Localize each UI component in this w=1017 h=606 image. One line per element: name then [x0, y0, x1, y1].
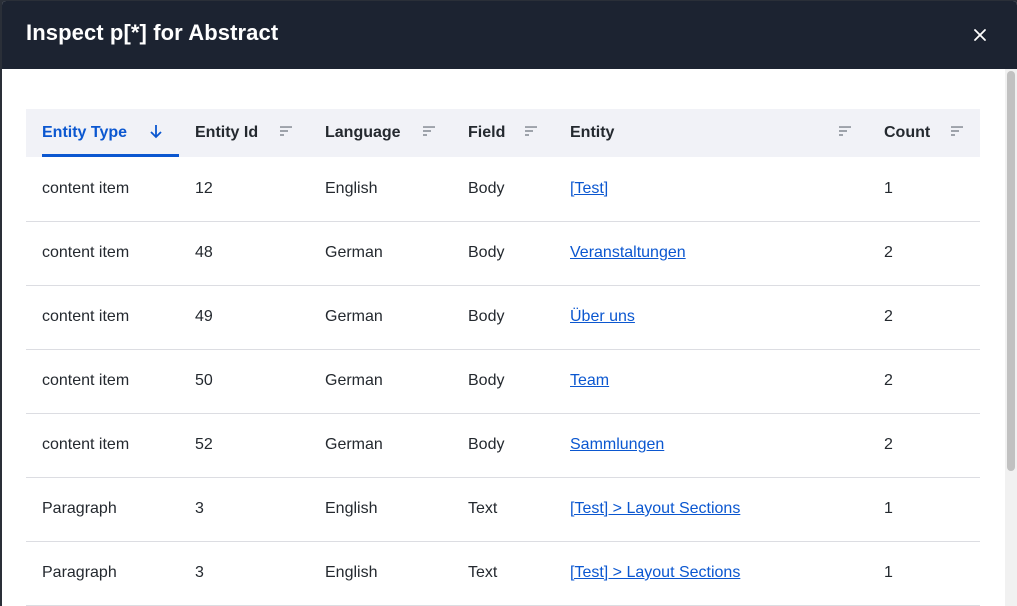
- entity-link[interactable]: Sammlungen: [570, 436, 665, 453]
- cell-language: German: [325, 308, 383, 325]
- entity-link[interactable]: Team: [570, 372, 610, 389]
- cell-language: English: [325, 179, 378, 197]
- column-header-entity[interactable]: Entity: [554, 109, 868, 157]
- sort-icon: [950, 124, 964, 142]
- vertical-scrollbar[interactable]: [1005, 69, 1017, 606]
- close-icon: [974, 29, 986, 41]
- cell-count: 2: [884, 372, 893, 389]
- entity-link[interactable]: Veranstaltungen: [570, 244, 686, 261]
- cell-entity-type: content item: [42, 308, 130, 325]
- table-row: Paragraph 3 English Text [Test] > Layout…: [26, 477, 980, 541]
- cell-language: German: [325, 372, 383, 389]
- column-label: Entity: [570, 124, 615, 141]
- cell-entity: Sammlungen: [554, 413, 868, 477]
- cell-language: English: [325, 564, 378, 581]
- table-header-row: Entity Type Entity Id: [26, 109, 980, 157]
- cell-entity-type: content item: [42, 436, 130, 453]
- column-header-entity-id[interactable]: Entity Id: [179, 109, 309, 157]
- cell-count: 2: [884, 244, 893, 261]
- cell-count: 1: [884, 564, 893, 581]
- cell-field: Body: [468, 179, 505, 197]
- table-row: content item 50 German Body Team 2: [26, 349, 980, 413]
- cell-entity-id: 50: [195, 372, 213, 389]
- dialog-body: Entity Type Entity Id: [2, 69, 1005, 606]
- dialog-header: Inspect p[*] for Abstract: [2, 1, 1017, 69]
- cell-field: Body: [468, 308, 505, 325]
- cell-count: 1: [884, 179, 893, 197]
- results-table: Entity Type Entity Id: [26, 109, 980, 606]
- cell-entity-id: 52: [195, 436, 213, 453]
- arrow-down-icon: [149, 123, 163, 144]
- sort-icon: [524, 124, 538, 142]
- cell-field: Text: [468, 500, 498, 517]
- cell-language: English: [325, 500, 378, 517]
- table-row: content item 12 English Body [Test] 1: [26, 157, 980, 221]
- cell-entity-type: content item: [42, 372, 130, 389]
- column-label: Entity Id: [195, 124, 259, 141]
- column-label: Language: [325, 124, 401, 141]
- cell-entity-type: Paragraph: [42, 500, 117, 517]
- column-header-count[interactable]: Count: [868, 109, 980, 157]
- table-row: content item 52 German Body Sammlungen 2: [26, 413, 980, 477]
- table-row: content item 49 German Body Über uns 2: [26, 285, 980, 349]
- close-button[interactable]: [969, 24, 991, 46]
- cell-count: 1: [884, 500, 893, 517]
- cell-field: Body: [468, 244, 505, 261]
- cell-entity-id: 3: [195, 564, 204, 581]
- cell-entity-type: Paragraph: [42, 564, 117, 581]
- cell-language: German: [325, 436, 383, 453]
- cell-count: 2: [884, 308, 893, 325]
- scrollbar-thumb[interactable]: [1007, 71, 1015, 471]
- cell-field: Text: [468, 564, 498, 581]
- sort-icon: [838, 124, 852, 142]
- table-row: Paragraph 3 English Text [Test] > Layout…: [26, 541, 980, 605]
- column-header-field[interactable]: Field: [452, 109, 554, 157]
- cell-entity: [Test]: [554, 157, 868, 221]
- entity-link[interactable]: [Test] > Layout Sections: [570, 564, 741, 581]
- cell-entity-id: 3: [195, 500, 204, 517]
- cell-entity: Über uns: [554, 285, 868, 349]
- cell-entity-id: 12: [195, 179, 213, 197]
- column-label: Field: [468, 124, 506, 141]
- entity-link[interactable]: [Test] > Layout Sections: [570, 500, 741, 517]
- column-label: Count: [884, 124, 931, 141]
- entity-link[interactable]: [Test]: [570, 179, 609, 197]
- column-header-entity-type[interactable]: Entity Type: [26, 109, 179, 157]
- cell-entity-type: content item: [42, 244, 130, 261]
- dialog-title: Inspect p[*] for Abstract: [26, 20, 279, 45]
- sort-icon: [279, 124, 293, 142]
- column-label: Entity Type: [42, 124, 128, 141]
- cell-language: German: [325, 244, 383, 261]
- cell-count: 2: [884, 436, 893, 453]
- cell-entity-type: content item: [42, 179, 130, 197]
- column-header-language[interactable]: Language: [309, 109, 452, 157]
- cell-entity-id: 49: [195, 308, 213, 325]
- cell-entity: [Test] > Layout Sections: [554, 477, 868, 541]
- cell-entity: Team: [554, 349, 868, 413]
- entity-link[interactable]: Über uns: [570, 308, 635, 325]
- sort-icon: [422, 124, 436, 142]
- cell-entity: [Test] > Layout Sections: [554, 541, 868, 605]
- cell-entity: Veranstaltungen: [554, 221, 868, 285]
- cell-field: Body: [468, 372, 505, 389]
- cell-field: Body: [468, 436, 505, 453]
- cell-entity-id: 48: [195, 244, 213, 261]
- table-row: content item 48 German Body Veranstaltun…: [26, 221, 980, 285]
